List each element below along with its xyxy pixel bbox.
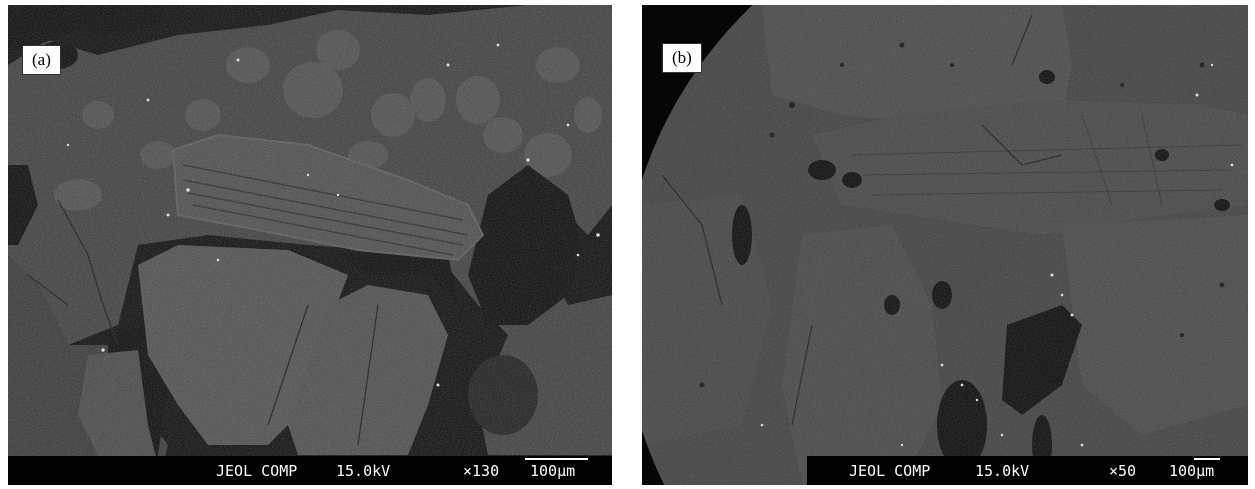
sem-image-panel-a: (a) JEOL COMP 15.0kV ×130 100μm <box>8 5 612 485</box>
magnification-label-a: ×130 <box>463 462 500 480</box>
detector-label-a: JEOL COMP <box>216 462 298 480</box>
panel-label-b: (b) <box>662 43 702 73</box>
sem-micrograph-b <box>642 5 1248 485</box>
panel-label-a: (a) <box>22 45 61 75</box>
voltage-label-a: 15.0kV <box>336 462 391 480</box>
sem-info-bar-b: JEOL COMP 15.0kV ×50 100μm <box>807 456 1248 485</box>
detector-label-b: JEOL COMP <box>849 462 931 480</box>
scale-bar-line-b <box>1194 458 1220 460</box>
sem-info-bar-a: JEOL COMP 15.0kV ×130 100μm <box>8 456 612 485</box>
sem-image-panel-b: (b) JEOL COMP 15.0kV ×50 100μm <box>642 5 1248 485</box>
scale-bar-label-a: 100μm <box>530 462 576 480</box>
scale-bar-label-b: 100μm <box>1169 462 1215 480</box>
sem-micrograph-a <box>8 5 612 485</box>
scale-bar-line-a <box>525 458 588 460</box>
magnification-label-b: ×50 <box>1109 462 1137 480</box>
voltage-label-b: 15.0kV <box>975 462 1030 480</box>
